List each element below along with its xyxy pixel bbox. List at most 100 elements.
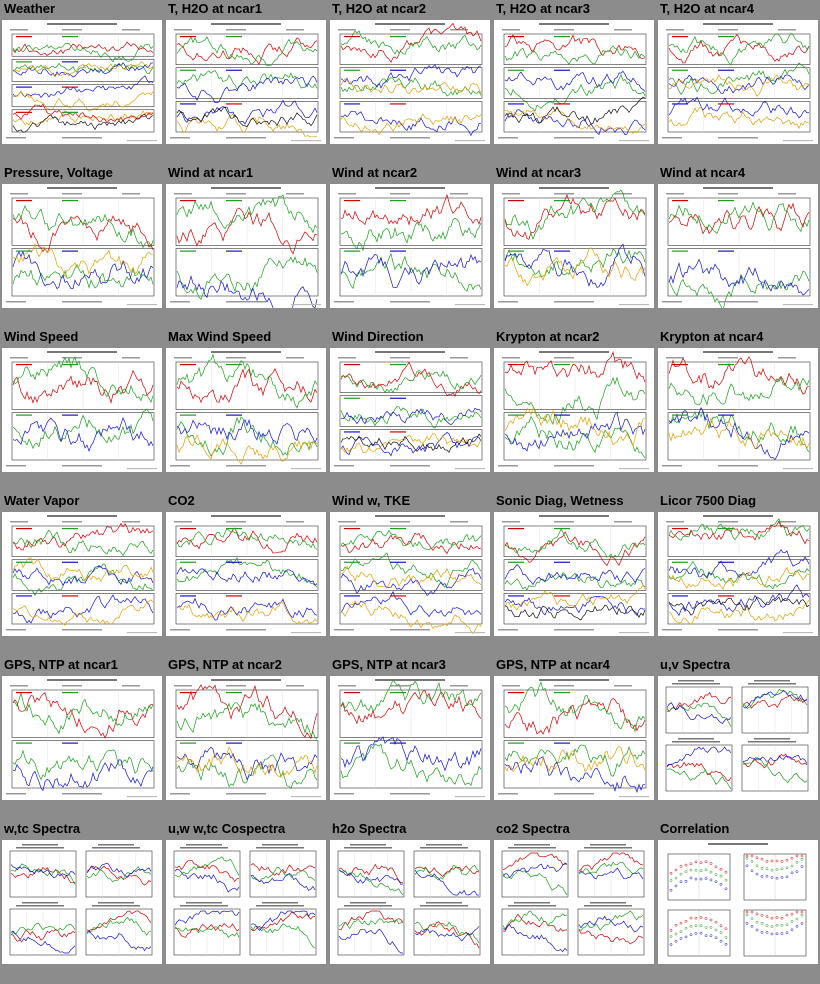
- plot-thumbnail-gps-ntp-at-ncar3[interactable]: [330, 676, 490, 800]
- plot-title-wind-at-ncar4: Wind at ncar4: [660, 165, 746, 180]
- plot-thumbnail-wind-w-tke[interactable]: [330, 512, 490, 636]
- plot-cell-w-tc-spectra: w,tc Spectra: [2, 820, 162, 980]
- plot-thumbnail-t-h2o-at-ncar4[interactable]: [658, 20, 818, 144]
- plot-cell-wind-w-tke: Wind w, TKE: [330, 492, 490, 652]
- plot-title-gps-ntp-at-ncar1: GPS, NTP at ncar1: [4, 657, 118, 672]
- plot-title-weather: Weather: [4, 1, 56, 16]
- plot-thumbnail-t-h2o-at-ncar1[interactable]: [166, 20, 326, 144]
- plot-thumbnail-licor-7500-diag[interactable]: [658, 512, 818, 636]
- plot-thumbnail-krypton-at-ncar2[interactable]: [494, 348, 654, 472]
- plot-image-gps-ntp-at-ncar2: [170, 679, 321, 798]
- plot-thumbnail-wind-at-ncar1[interactable]: [166, 184, 326, 308]
- plot-title-co2-spectra: co2 Spectra: [496, 821, 570, 836]
- plot-thumbnail-h2o-spectra[interactable]: [330, 840, 490, 964]
- plot-title-t-h2o-at-ncar1: T, H2O at ncar1: [168, 1, 262, 16]
- plot-cell-t-h2o-at-ncar4: T, H2O at ncar4: [658, 0, 818, 160]
- plot-image-wind-at-ncar2: [334, 187, 485, 306]
- plot-cell-u-w-w-tc-cospectra: u,w w,tc Cospectra: [166, 820, 326, 980]
- plot-image-u-w-w-tc-cospectra: [173, 844, 317, 956]
- plot-thumbnail-water-vapor[interactable]: [2, 512, 162, 636]
- plot-thumbnail-gps-ntp-at-ncar1[interactable]: [2, 676, 162, 800]
- plot-image-wind-w-tke: [334, 515, 485, 635]
- plot-image-correlation: [667, 843, 807, 957]
- plot-thumbnail-krypton-at-ncar4[interactable]: [658, 348, 818, 472]
- plot-title-wind-direction: Wind Direction: [332, 329, 424, 344]
- plot-cell-h2o-spectra: h2o Spectra: [330, 820, 490, 980]
- plot-image-t-h2o-at-ncar1: [170, 23, 321, 142]
- plot-cell-gps-ntp-at-ncar2: GPS, NTP at ncar2: [166, 656, 326, 816]
- plot-title-gps-ntp-at-ncar4: GPS, NTP at ncar4: [496, 657, 610, 672]
- plot-title-gps-ntp-at-ncar2: GPS, NTP at ncar2: [168, 657, 282, 672]
- plot-thumbnail-gps-ntp-at-ncar2[interactable]: [166, 676, 326, 800]
- plot-image-licor-7500-diag: [662, 515, 813, 634]
- plot-cell-co2-spectra: co2 Spectra: [494, 820, 654, 980]
- plot-image-u-v-spectra: [665, 680, 809, 792]
- plot-cell-correlation: Correlation: [658, 820, 818, 980]
- plot-image-wind-speed: [6, 351, 157, 470]
- plot-image-weather: [6, 23, 157, 142]
- plot-title-wind-at-ncar2: Wind at ncar2: [332, 165, 418, 180]
- plot-thumbnail-max-wind-speed[interactable]: [166, 348, 326, 472]
- plot-thumbnail-wind-at-ncar4[interactable]: [658, 184, 818, 308]
- plot-thumbnail-pressure-voltage[interactable]: [2, 184, 162, 308]
- plot-thumbnail-weather[interactable]: [2, 20, 162, 144]
- plot-image-gps-ntp-at-ncar4: [498, 679, 649, 798]
- plot-image-pressure-voltage: [6, 187, 157, 306]
- plot-title-wind-speed: Wind Speed: [4, 329, 79, 344]
- plot-title-correlation: Correlation: [660, 821, 730, 836]
- plot-image-krypton-at-ncar2: [498, 350, 649, 470]
- plot-title-wind-at-ncar1: Wind at ncar1: [168, 165, 254, 180]
- plot-title-t-h2o-at-ncar4: T, H2O at ncar4: [660, 1, 754, 16]
- plot-image-wind-direction: [334, 351, 485, 470]
- plot-image-krypton-at-ncar4: [662, 351, 813, 470]
- plot-title-gps-ntp-at-ncar3: GPS, NTP at ncar3: [332, 657, 446, 672]
- plot-image-water-vapor: [6, 515, 157, 634]
- plot-image-wind-at-ncar3: [498, 187, 649, 306]
- plot-cell-pressure-voltage: Pressure, Voltage: [2, 164, 162, 324]
- plot-thumbnail-correlation[interactable]: [658, 840, 818, 964]
- plot-title-wind-at-ncar3: Wind at ncar3: [496, 165, 582, 180]
- plot-image-w-tc-spectra: [9, 844, 153, 956]
- plot-title-sonic-diag-wetness: Sonic Diag, Wetness: [496, 493, 624, 508]
- plot-thumbnail-wind-direction[interactable]: [330, 348, 490, 472]
- plot-title-co2: CO2: [168, 493, 195, 508]
- plot-cell-t-h2o-at-ncar3: T, H2O at ncar3: [494, 0, 654, 160]
- plot-title-water-vapor: Water Vapor: [4, 493, 80, 508]
- plot-thumbnail-wind-at-ncar3[interactable]: [494, 184, 654, 308]
- plot-cell-krypton-at-ncar2: Krypton at ncar2: [494, 328, 654, 488]
- plot-cell-wind-at-ncar2: Wind at ncar2: [330, 164, 490, 324]
- plot-thumbnail-sonic-diag-wetness[interactable]: [494, 512, 654, 636]
- plot-cell-u-v-spectra: u,v Spectra: [658, 656, 818, 816]
- plot-image-sonic-diag-wetness: [498, 515, 649, 634]
- plot-cell-sonic-diag-wetness: Sonic Diag, Wetness: [494, 492, 654, 652]
- plot-title-pressure-voltage: Pressure, Voltage: [4, 165, 113, 180]
- plot-thumbnail-gps-ntp-at-ncar4[interactable]: [494, 676, 654, 800]
- plot-cell-co2: CO2: [166, 492, 326, 652]
- plot-thumbnail-w-tc-spectra[interactable]: [2, 840, 162, 964]
- plot-title-max-wind-speed: Max Wind Speed: [168, 329, 272, 344]
- plot-title-krypton-at-ncar4: Krypton at ncar4: [660, 329, 764, 344]
- plot-image-wind-at-ncar4: [662, 187, 813, 308]
- plot-image-co2-spectra: [501, 844, 645, 956]
- plot-title-w-tc-spectra: w,tc Spectra: [4, 821, 81, 836]
- plot-thumbnail-co2[interactable]: [166, 512, 326, 636]
- plot-image-wind-at-ncar1: [170, 187, 321, 308]
- plot-image-t-h2o-at-ncar3: [498, 23, 649, 142]
- plot-image-gps-ntp-at-ncar3: [334, 678, 485, 798]
- plot-thumbnail-t-h2o-at-ncar3[interactable]: [494, 20, 654, 144]
- plot-thumbnail-t-h2o-at-ncar2[interactable]: [330, 20, 490, 144]
- plot-cell-t-h2o-at-ncar2: T, H2O at ncar2: [330, 0, 490, 160]
- plot-cell-gps-ntp-at-ncar1: GPS, NTP at ncar1: [2, 656, 162, 816]
- plot-cell-krypton-at-ncar4: Krypton at ncar4: [658, 328, 818, 488]
- plot-cell-gps-ntp-at-ncar4: GPS, NTP at ncar4: [494, 656, 654, 816]
- plot-thumbnail-u-w-w-tc-cospectra[interactable]: [166, 840, 326, 964]
- plot-cell-weather: Weather: [2, 0, 162, 160]
- plot-cell-max-wind-speed: Max Wind Speed: [166, 328, 326, 488]
- plot-thumbnail-wind-at-ncar2[interactable]: [330, 184, 490, 308]
- plot-cell-licor-7500-diag: Licor 7500 Diag: [658, 492, 818, 652]
- plot-thumbnail-co2-spectra[interactable]: [494, 840, 654, 964]
- plot-thumbnail-u-v-spectra[interactable]: [658, 676, 818, 800]
- plot-thumbnail-wind-speed[interactable]: [2, 348, 162, 472]
- plot-cell-wind-speed: Wind Speed: [2, 328, 162, 488]
